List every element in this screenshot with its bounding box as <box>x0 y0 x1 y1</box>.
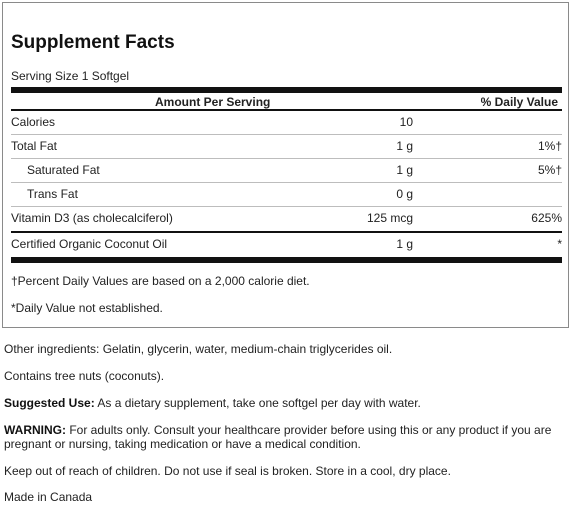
storage-instructions: Keep out of reach of children. Do not us… <box>4 464 451 478</box>
amount-header: Amount Per Serving <box>155 95 271 109</box>
suggested-use-text: As a dietary supplement, take one softge… <box>94 396 421 410</box>
nutrient-name: Total Fat <box>11 139 58 153</box>
suggested-use: Suggested Use: As a dietary supplement, … <box>4 396 564 410</box>
warning-label: WARNING: <box>4 423 66 437</box>
serving-size: Serving Size 1 Softgel <box>11 69 130 83</box>
allergen-statement: Contains tree nuts (coconuts). <box>4 369 165 383</box>
nutrient-name: Calories <box>11 115 56 129</box>
nutrient-amount: 1 g <box>396 139 413 153</box>
nutrient-dv: 625% <box>531 211 562 225</box>
other-ingredients: Other ingredients: Gelatin, glycerin, wa… <box>4 342 393 356</box>
nutrient-dv: * <box>557 237 562 251</box>
top-divider <box>11 87 562 93</box>
nutrient-row-saturated-fat: Saturated Fat 1 g 5%† <box>11 163 562 186</box>
country-of-origin: Made in Canada <box>4 490 93 504</box>
section-divider <box>11 231 562 233</box>
nutrient-name: Certified Organic Coconut Oil <box>11 237 168 251</box>
bottom-divider <box>11 257 562 263</box>
row-divider <box>11 206 562 207</box>
supplement-facts-panel: Supplement Facts Serving Size 1 Softgel … <box>2 2 569 328</box>
nutrient-amount: 125 mcg <box>366 211 413 225</box>
row-divider <box>11 134 562 135</box>
nutrient-amount: 0 g <box>396 187 413 201</box>
nutrient-row-trans-fat: Trans Fat 0 g <box>11 187 562 210</box>
row-divider <box>11 158 562 159</box>
nutrient-amount: 10 <box>399 115 413 129</box>
row-divider <box>11 182 562 183</box>
nutrient-name: Vitamin D3 (as cholecalciferol) <box>11 211 173 225</box>
nutrient-amount: 1 g <box>396 237 413 251</box>
nutrient-name: Trans Fat <box>27 187 78 201</box>
daily-value-header: % Daily Value <box>480 95 558 109</box>
warning-text: For adults only. Consult your healthcare… <box>4 423 552 451</box>
percent-dv-footnote: †Percent Daily Values are based on a 2,0… <box>11 274 310 288</box>
nutrient-row-total-fat: Total Fat 1 g 1%† <box>11 139 562 162</box>
nutrient-dv: 5%† <box>537 163 562 177</box>
panel-title: Supplement Facts <box>11 32 175 53</box>
nutrient-dv: 1%† <box>537 139 562 153</box>
nutrient-row-vitamin-d3: Vitamin D3 (as cholecalciferol) 125 mcg … <box>11 211 562 234</box>
suggested-use-label: Suggested Use: <box>4 396 95 410</box>
nutrient-name: Saturated Fat <box>27 163 100 177</box>
nutrient-amount: 1 g <box>396 163 413 177</box>
dv-not-established-footnote: *Daily Value not established. <box>11 301 163 315</box>
warning: WARNING: For adults only. Consult your h… <box>4 423 564 451</box>
nutrient-row-calories: Calories 10 <box>11 115 562 138</box>
header-divider <box>11 109 562 111</box>
nutrient-row-coconut-oil: Certified Organic Coconut Oil 1 g * <box>11 237 562 260</box>
